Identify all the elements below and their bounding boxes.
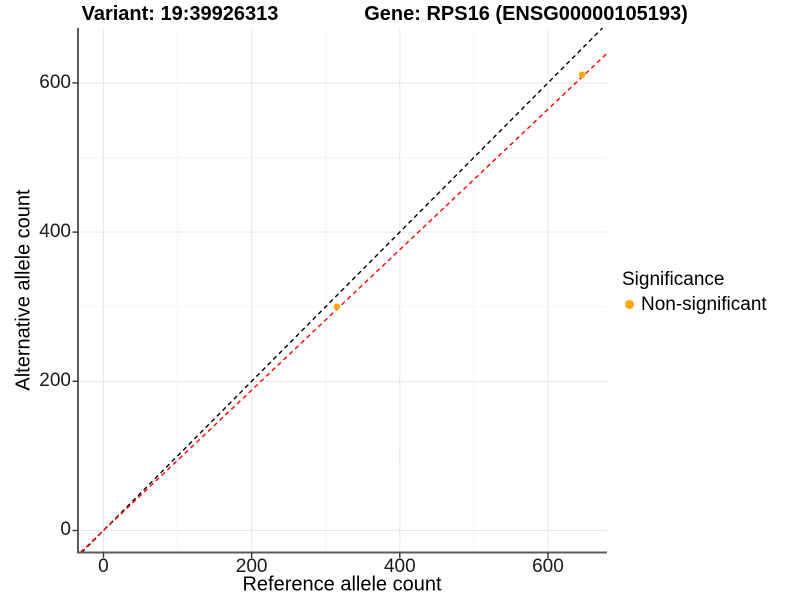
fit-line	[79, 52, 608, 554]
legend: Significance Non-significant	[622, 270, 767, 316]
x-tick-label: 400	[383, 556, 416, 577]
data-point	[333, 303, 341, 310]
x-tick-label: 200	[235, 556, 268, 577]
y-tick-label: 600	[39, 71, 71, 93]
x-axis-title: Reference allele count	[242, 573, 442, 596]
legend-item: Non-significant	[622, 294, 767, 316]
legend-point-icon	[625, 300, 634, 310]
x-tick-label: 0	[98, 556, 109, 577]
y-tick-label: 200	[39, 370, 71, 392]
plot-title-gene: Gene: RPS16 (ENSG00000105193)	[364, 3, 688, 25]
data-point	[578, 71, 586, 78]
identity-line	[81, 27, 603, 553]
y-tick-label: 400	[39, 221, 71, 243]
legend-title: Significance	[622, 269, 725, 290]
plot-title-variant: Variant: 19:39926313	[81, 3, 279, 25]
y-axis-title: Alternative allele count	[12, 189, 35, 391]
legend-item-label: Non-significant	[641, 293, 767, 315]
x-tick-label: 600	[532, 556, 564, 577]
legend-items: Non-significant	[622, 294, 767, 316]
y-tick-label: 0	[60, 519, 71, 541]
